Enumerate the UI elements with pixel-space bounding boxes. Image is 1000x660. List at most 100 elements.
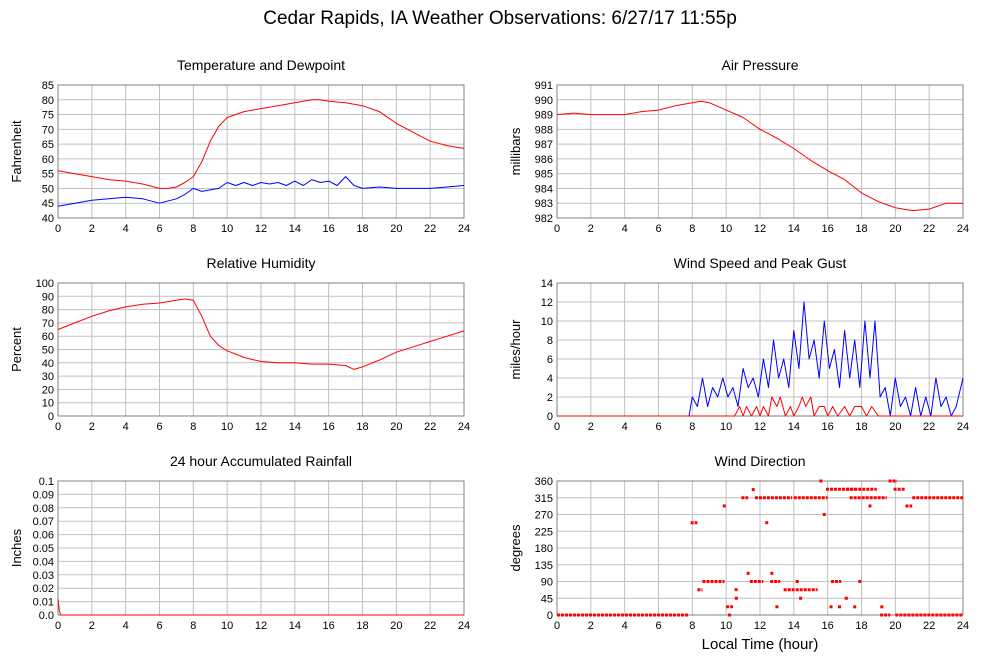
x-tick-label: 14 [788,223,800,235]
x-tick-label: 12 [754,223,766,235]
x-tick-label: 0 [554,421,560,433]
y-tick-label: 225 [535,526,553,538]
direction-point [728,613,732,617]
x-tick-label: 14 [289,620,301,632]
x-tick-label: 22 [923,620,935,632]
x-tick-label: 2 [89,223,95,235]
x-tick-label: 2 [588,421,594,433]
chart-title: Wind Speed and Peak Gust [674,255,847,271]
direction-point [829,605,833,609]
x-tick-label: 22 [923,421,935,433]
x-tick-label: 24 [957,620,969,632]
y-tick-label: 80 [42,305,54,317]
x-tick-label: 20 [889,223,901,235]
x-tick-label: 20 [390,223,402,235]
y-tick-label: 8 [547,335,553,347]
x-tick-label: 12 [255,223,267,235]
x-tick-label: 2 [588,223,594,235]
direction-point [746,571,750,575]
y-tick-label: 14 [541,278,553,290]
x-tick-label: 22 [923,223,935,235]
y-tick-label: 0.09 [33,489,54,501]
y-tick-label: 4 [547,373,553,385]
x-tick-label: 22 [424,421,436,433]
x-tick-label: 12 [754,620,766,632]
y-axis-label: Fahrenheit [9,120,24,183]
x-tick-label: 14 [289,223,301,235]
x-tick-label: 24 [957,421,969,433]
y-tick-label: 986 [535,154,553,166]
x-tick-label: 0 [55,223,61,235]
plot-frame [57,282,465,417]
y-tick-label: 10 [42,398,54,410]
y-tick-label: 6 [547,354,553,366]
y-tick-label: 70 [42,124,54,136]
direction-point [880,605,884,609]
y-tick-label: 50 [42,345,54,357]
x-tick-label: 20 [390,421,402,433]
y-tick-label: 0.08 [33,503,54,515]
x-tick-label: 4 [123,223,129,235]
direction-point [853,605,857,609]
direction-point [838,605,842,609]
y-tick-label: 60 [42,154,54,166]
y-tick-label: 270 [535,510,553,522]
plot-frame [556,480,964,616]
x-tick-label: 16 [323,620,335,632]
x-tick-label: 8 [190,620,196,632]
x-tick-label: 16 [822,223,834,235]
x-tick-label: 20 [889,421,901,433]
y-tick-label: 75 [42,110,54,122]
y-tick-label: 0.04 [33,556,54,568]
x-tick-label: 10 [221,620,233,632]
x-tick-label: 8 [190,223,196,235]
series-line [57,176,465,207]
series-line [557,301,964,417]
direction-point [868,504,872,508]
x-tick-label: 4 [123,421,129,433]
x-tick-label: 16 [323,223,335,235]
x-tick-label: 12 [255,620,267,632]
y-tick-label: 2 [547,392,553,404]
x-tick-label: 16 [323,421,335,433]
x-tick-label: 10 [221,223,233,235]
y-tick-label: 0 [48,411,54,423]
y-tick-label: 45 [42,198,54,210]
y-tick-label: 0.01 [33,597,54,609]
y-tick-label: 0.05 [33,543,54,555]
x-tick-label: 18 [356,223,368,235]
direction-point [795,580,799,583]
y-axis-label: Percent [9,327,24,372]
y-tick-label: 0.07 [33,516,54,528]
y-tick-label: 983 [535,198,553,210]
direction-point [822,513,826,516]
direction-point [819,479,823,483]
x-axis-label: Local Time (hour) [701,636,819,653]
chart-title: Temperature and Dewpoint [177,57,345,73]
direction-point [775,605,779,609]
direction-point [751,488,755,492]
y-axis-label: millibars [508,127,523,175]
y-tick-label: 70 [42,318,54,330]
page-title: Cedar Rapids, IA Weather Observations: 6… [263,8,737,29]
chart-title: 24 hour Accumulated Rainfall [170,453,352,469]
series-line [557,396,963,417]
x-tick-label: 8 [689,620,695,632]
x-tick-label: 10 [221,421,233,433]
y-tick-label: 90 [541,577,553,589]
x-tick-label: 14 [788,620,800,632]
direction-point [858,580,862,583]
y-tick-label: 0.03 [33,570,54,582]
y-tick-label: 988 [535,124,553,136]
y-tick-label: 55 [42,169,54,181]
x-tick-label: 0 [554,620,560,632]
y-tick-label: 315 [535,493,553,505]
chart-title: Wind Direction [714,453,805,469]
chart-title: Relative Humidity [207,255,316,271]
x-tick-label: 16 [822,421,834,433]
y-tick-label: 984 [535,183,553,195]
